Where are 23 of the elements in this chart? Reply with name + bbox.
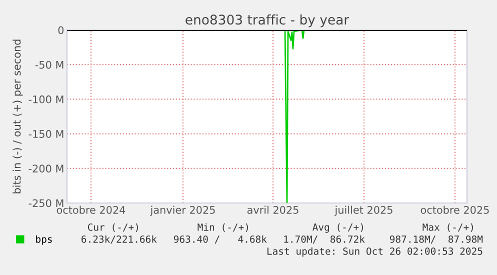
x-tick-label: octobre 2025 [420, 206, 489, 214]
x-tick-label: juillet 2025 [334, 206, 392, 216]
text: Last update: Sun Oct 26 02:00:53 2025 [267, 247, 482, 257]
x-tick-label: octobre 2024 [56, 206, 126, 214]
y-axis-title: bits in (-) / out (+) per second [12, 40, 23, 194]
text: Avg (-/+) [312, 223, 363, 233]
x-tick-label: avril 2025 [247, 206, 298, 214]
text: Min (-/+) [198, 223, 248, 232]
y-tick-label: -50 M [35, 60, 64, 69]
x-tick-label: janvier 2025 [150, 206, 215, 216]
y-tick-label: -100 M [28, 95, 64, 104]
text: 987.18M/ 87.98M [390, 235, 483, 244]
text: 963.40 / 4.68k [174, 235, 267, 244]
text: 1.70M/ 86.72k [284, 235, 365, 244]
y-tick-label: 0 [58, 26, 64, 34]
legend-label: bps [36, 235, 52, 245]
text: 6.23k/221.66k [82, 235, 157, 244]
text: Max (-/+) [422, 223, 473, 232]
y-tick-label: -250 M [28, 199, 64, 208]
chart-title: eno8303 traffic - by year [186, 14, 350, 28]
y-tick-label: -150 M [28, 130, 64, 138]
text: Cur (-/+) [88, 223, 138, 232]
y-tick-label: -200 M [28, 164, 64, 173]
